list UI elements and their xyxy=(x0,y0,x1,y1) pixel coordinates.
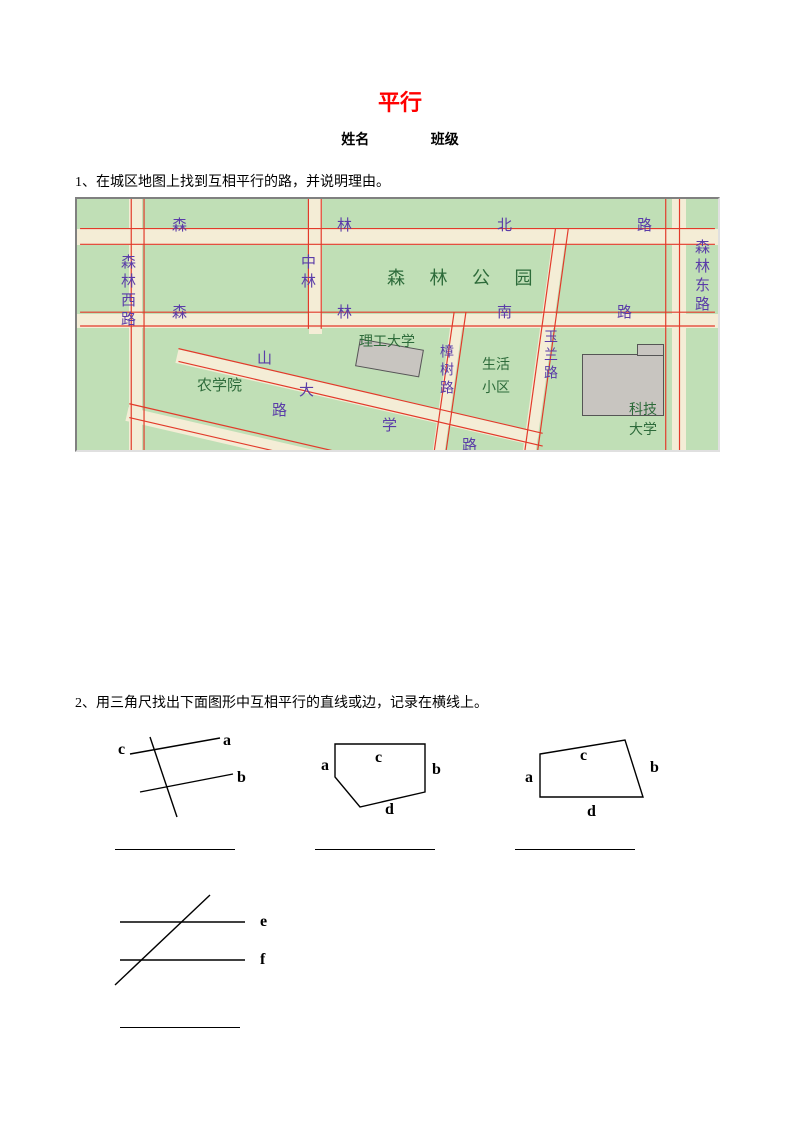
city-map: 森 林 北 路 森 林 南 路 森林西路 森林东路 中林 山 大 路 学 路 樟… xyxy=(75,197,720,452)
fig1-label-b: b xyxy=(237,769,246,786)
label-shan: 山 xyxy=(257,347,272,368)
fig4-label-f: f xyxy=(260,951,266,968)
figure-row-1: a b c c a b d c a b d xyxy=(105,732,725,850)
figure-3: c a b d xyxy=(505,732,665,850)
fig1-label-c: c xyxy=(118,741,125,758)
class-label: 班级 xyxy=(431,129,459,149)
label-life1: 生活 xyxy=(482,354,510,374)
name-label: 姓名 xyxy=(341,129,369,149)
fig3-label-d: d xyxy=(587,803,596,820)
label-nan: 南 xyxy=(497,301,512,322)
fig2-label-d: d xyxy=(385,801,394,818)
fig3-label-c: c xyxy=(580,747,587,764)
label-agri: 农学院 xyxy=(197,374,242,395)
fig2-label-a: a xyxy=(321,757,329,774)
question-2-text: 2、用三角尺找出下面图形中互相平行的直线或边，记录在横线上。 xyxy=(75,692,725,712)
figure-2: c a b d xyxy=(305,732,465,850)
label-lin: 林 xyxy=(337,214,352,235)
label-bei: 北 xyxy=(497,214,512,235)
label-poly: 理工大学 xyxy=(359,331,415,351)
question-1-text: 1、在城区地图上找到互相平行的路，并说明理由。 xyxy=(75,171,725,191)
map-lines xyxy=(77,199,718,450)
label-lu3: 路 xyxy=(272,399,287,420)
answer-line-2[interactable] xyxy=(315,832,435,850)
name-class-row: 姓名 班级 xyxy=(75,129,725,149)
page-title: 平行 xyxy=(75,85,725,117)
label-lu2: 路 xyxy=(617,301,632,322)
label-sen2: 森 xyxy=(172,301,187,322)
label-zhangshu: 樟树路 xyxy=(435,344,455,398)
label-park: 森 林 公 园 xyxy=(387,264,543,290)
label-senlin: 森 xyxy=(172,214,187,235)
fig2-label-b: b xyxy=(432,761,441,778)
answer-line-3[interactable] xyxy=(515,832,635,850)
fig3-label-a: a xyxy=(525,769,533,786)
label-yulan: 玉兰路 xyxy=(539,329,559,383)
label-lin2: 林 xyxy=(337,301,352,322)
label-senlindong: 森林东路 xyxy=(691,239,712,315)
figure-1: a b c xyxy=(105,732,265,850)
fig3-label-b: b xyxy=(650,759,659,776)
fig4-label-e: e xyxy=(260,913,267,930)
answer-line-1[interactable] xyxy=(115,832,235,850)
label-senlinxi: 森林西路 xyxy=(117,254,138,330)
label-xue: 学 xyxy=(382,414,397,435)
label-da: 大 xyxy=(299,379,314,400)
label-life2: 小区 xyxy=(482,377,510,397)
fig1-label-a: a xyxy=(223,732,231,749)
label-tech1: 科技 xyxy=(629,399,657,419)
fig2-label-c: c xyxy=(375,749,382,766)
label-lu: 路 xyxy=(637,214,652,235)
label-lu4: 路 xyxy=(462,434,477,452)
label-zhonglin: 中林 xyxy=(297,254,318,292)
figure-4: e f xyxy=(95,890,725,1028)
label-tech2: 大学 xyxy=(629,419,657,439)
answer-line-4[interactable] xyxy=(120,1010,240,1028)
